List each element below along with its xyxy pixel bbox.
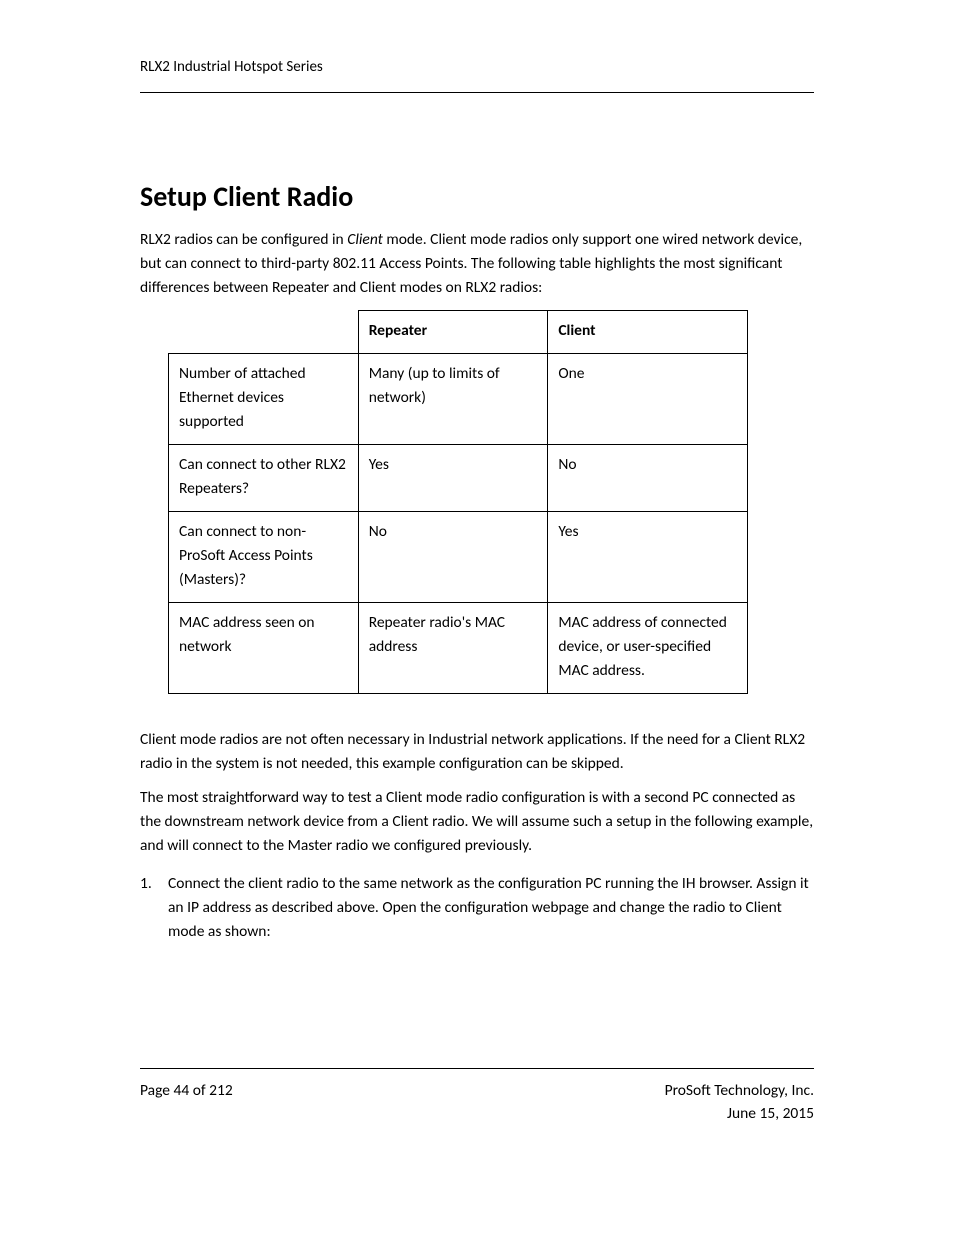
intro-text-pre: RLX2 radios can be configured in [140, 230, 347, 249]
table-header-row: Repeater Client [169, 311, 748, 354]
page-footer: Page 44 of 212 ProSoft Technology, Inc. … [140, 1068, 814, 1126]
table-cell: Number of attached Ethernet devices supp… [169, 354, 359, 445]
table-cell: No [548, 445, 748, 512]
table-cell: MAC address of connected device, or user… [548, 603, 748, 694]
table-cell: No [358, 512, 548, 603]
header-series-title: RLX2 Industrial Hotspot Series [140, 58, 323, 76]
ordered-steps: 1. Connect the client radio to the same … [140, 872, 814, 944]
footer-row: Page 44 of 212 ProSoft Technology, Inc. … [140, 1079, 814, 1126]
table-cell: Can connect to non-ProSoft Access Points… [169, 512, 359, 603]
comparison-table: Repeater Client Number of attached Ether… [168, 310, 748, 694]
intro-paragraph: RLX2 radios can be configured in Client … [140, 228, 814, 300]
table-header-blank [169, 311, 359, 354]
footer-date: June 15, 2015 [665, 1102, 814, 1125]
step-number: 1. [140, 872, 152, 896]
table-row: Number of attached Ethernet devices supp… [169, 354, 748, 445]
table-row: Can connect to other RLX2 Repeaters? Yes… [169, 445, 748, 512]
body-paragraph: Client mode radios are not often necessa… [140, 728, 814, 776]
table-header-repeater: Repeater [358, 311, 548, 354]
table-cell: MAC address seen on network [169, 603, 359, 694]
footer-company: ProSoft Technology, Inc. [665, 1079, 814, 1102]
step-text: Connect the client radio to the same net… [168, 874, 809, 941]
table-cell: Repeater radio's MAC address [358, 603, 548, 694]
document-page: RLX2 Industrial Hotspot Series Setup Cli… [0, 0, 954, 1235]
table-header-client: Client [548, 311, 748, 354]
footer-page-number: Page 44 of 212 [140, 1079, 233, 1126]
intro-mode-italic: Client [347, 230, 383, 249]
table-row: Can connect to non-ProSoft Access Points… [169, 512, 748, 603]
table-cell: Can connect to other RLX2 Repeaters? [169, 445, 359, 512]
table-cell: Many (up to limits of network) [358, 354, 548, 445]
body-paragraph: The most straightforward way to test a C… [140, 786, 814, 858]
footer-right: ProSoft Technology, Inc. June 15, 2015 [665, 1079, 814, 1126]
table-cell: One [548, 354, 748, 445]
step-item: 1. Connect the client radio to the same … [140, 872, 814, 944]
table-cell: Yes [358, 445, 548, 512]
table-row: MAC address seen on network Repeater rad… [169, 603, 748, 694]
page-header: RLX2 Industrial Hotspot Series [140, 58, 814, 93]
page-content: Setup Client Radio RLX2 radios can be co… [140, 93, 814, 944]
table-cell: Yes [548, 512, 748, 603]
section-heading: Setup Client Radio [140, 179, 814, 214]
